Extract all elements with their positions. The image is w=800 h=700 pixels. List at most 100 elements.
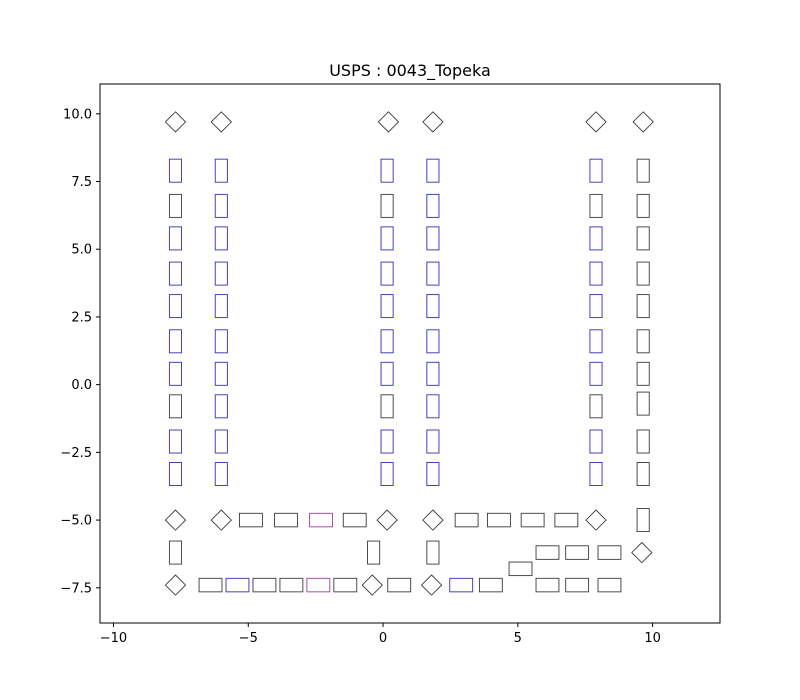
shape-vertical-27 (380, 193, 394, 218)
shape-vertical-51 (589, 329, 603, 354)
shape-vertical-30 (380, 294, 394, 319)
shape-horizontal-91 (252, 577, 277, 593)
shape-diamond-72 (376, 509, 398, 531)
shape-vertical-50 (589, 294, 603, 319)
shape-vertical-60 (636, 294, 650, 319)
shape-horizontal-86 (597, 545, 622, 560)
shape-vertical-44 (426, 429, 440, 454)
shape-vertical-25 (214, 462, 228, 486)
shape-vertical-63 (636, 391, 650, 416)
shape-vertical-41 (426, 329, 440, 354)
shape-vertical-21 (214, 329, 228, 354)
shape-horizontal-94 (333, 577, 358, 593)
shape-horizontal-89 (198, 577, 223, 593)
shape-vertical-36 (426, 158, 440, 183)
shape-diamond-87 (631, 541, 653, 564)
shape-diamond-73 (422, 509, 444, 531)
y-tick-label: 2.5 (71, 310, 92, 325)
shape-diamond-0 (164, 111, 187, 133)
shape-vertical-9 (168, 261, 182, 286)
shape-horizontal-76 (520, 512, 545, 528)
shape-horizontal-98 (449, 577, 474, 593)
y-tick-label: 7.5 (71, 175, 92, 190)
y-tick-label: −7.5 (60, 581, 92, 596)
shape-vertical-34 (380, 429, 394, 454)
shape-vertical-17 (214, 193, 228, 218)
x-tick-label: 5 (514, 631, 522, 646)
shape-vertical-79 (636, 508, 650, 533)
y-tick-label: −2.5 (60, 446, 92, 461)
shape-vertical-10 (168, 294, 182, 319)
shape-diamond-97 (420, 574, 443, 596)
chart-title: USPS : 0043_Topeka (329, 61, 491, 81)
shape-horizontal-71 (342, 512, 367, 528)
shape-vertical-29 (380, 261, 394, 286)
shape-diamond-2 (377, 111, 400, 133)
shape-vertical-28 (380, 226, 394, 251)
y-tick-label: −5.0 (60, 514, 92, 529)
shape-vertical-80 (168, 540, 182, 565)
x-axis: −10 −5 0 5 10 (100, 623, 661, 646)
shape-vertical-56 (636, 158, 650, 183)
shape-vertical-55 (589, 462, 603, 486)
shape-horizontal-100 (535, 577, 560, 593)
shape-diamond-88 (164, 574, 187, 596)
shape-vertical-7 (168, 193, 182, 218)
x-tick-label: −5 (239, 631, 258, 646)
shape-horizontal-69 (274, 512, 298, 528)
shape-diamond-66 (164, 509, 187, 531)
shape-vertical-57 (636, 193, 650, 218)
shape-horizontal-90 (225, 577, 250, 593)
shape-vertical-16 (214, 158, 228, 183)
y-axis: −7.5 −5.0 −2.5 0.0 2.5 5.0 7.5 10.0 (60, 107, 100, 596)
shape-vertical-62 (636, 361, 650, 386)
shape-vertical-53 (589, 394, 603, 419)
shape-diamond-78 (585, 509, 607, 531)
shape-vertical-47 (589, 193, 603, 218)
shape-vertical-82 (426, 540, 440, 565)
shape-vertical-33 (380, 394, 394, 419)
shape-horizontal-96 (387, 577, 412, 593)
shape-vertical-12 (168, 361, 182, 386)
x-tick-label: −10 (100, 631, 127, 646)
shape-vertical-45 (426, 462, 440, 486)
shape-vertical-13 (168, 394, 182, 419)
shape-vertical-24 (214, 429, 228, 454)
shape-vertical-35 (380, 462, 394, 486)
shape-diamond-67 (210, 509, 233, 531)
shape-vertical-26 (380, 158, 394, 183)
shape-vertical-18 (214, 226, 228, 251)
shape-vertical-31 (380, 329, 394, 354)
shape-horizontal-83 (508, 561, 533, 577)
x-tick-label: 0 (379, 631, 387, 646)
shape-diamond-95 (361, 574, 383, 596)
y-tick-label: 10.0 (63, 107, 92, 122)
x-tick-label: 10 (644, 631, 661, 646)
shape-diamond-5 (632, 111, 654, 133)
shape-horizontal-77 (554, 512, 579, 528)
shape-horizontal-93 (306, 577, 331, 593)
shape-diamond-1 (210, 111, 233, 133)
shape-vertical-40 (426, 294, 440, 319)
shape-vertical-11 (168, 329, 182, 354)
shape-horizontal-102 (597, 577, 622, 593)
shape-horizontal-99 (478, 577, 503, 593)
shape-vertical-6 (168, 158, 182, 183)
shape-vertical-42 (426, 361, 440, 386)
shape-horizontal-101 (565, 577, 590, 593)
shape-vertical-58 (636, 226, 650, 251)
shape-vertical-37 (426, 193, 440, 218)
y-tick-label: 5.0 (71, 243, 92, 258)
shape-vertical-49 (589, 261, 603, 286)
shape-vertical-22 (214, 361, 228, 386)
y-tick-label: 0.0 (71, 378, 92, 393)
shape-horizontal-70 (309, 512, 333, 528)
axes-frame (99, 83, 721, 624)
shape-vertical-20 (214, 294, 228, 319)
shape-diamond-3 (422, 111, 444, 133)
shape-horizontal-92 (279, 577, 304, 593)
shape-horizontal-84 (535, 545, 560, 560)
shape-vertical-52 (589, 361, 603, 386)
